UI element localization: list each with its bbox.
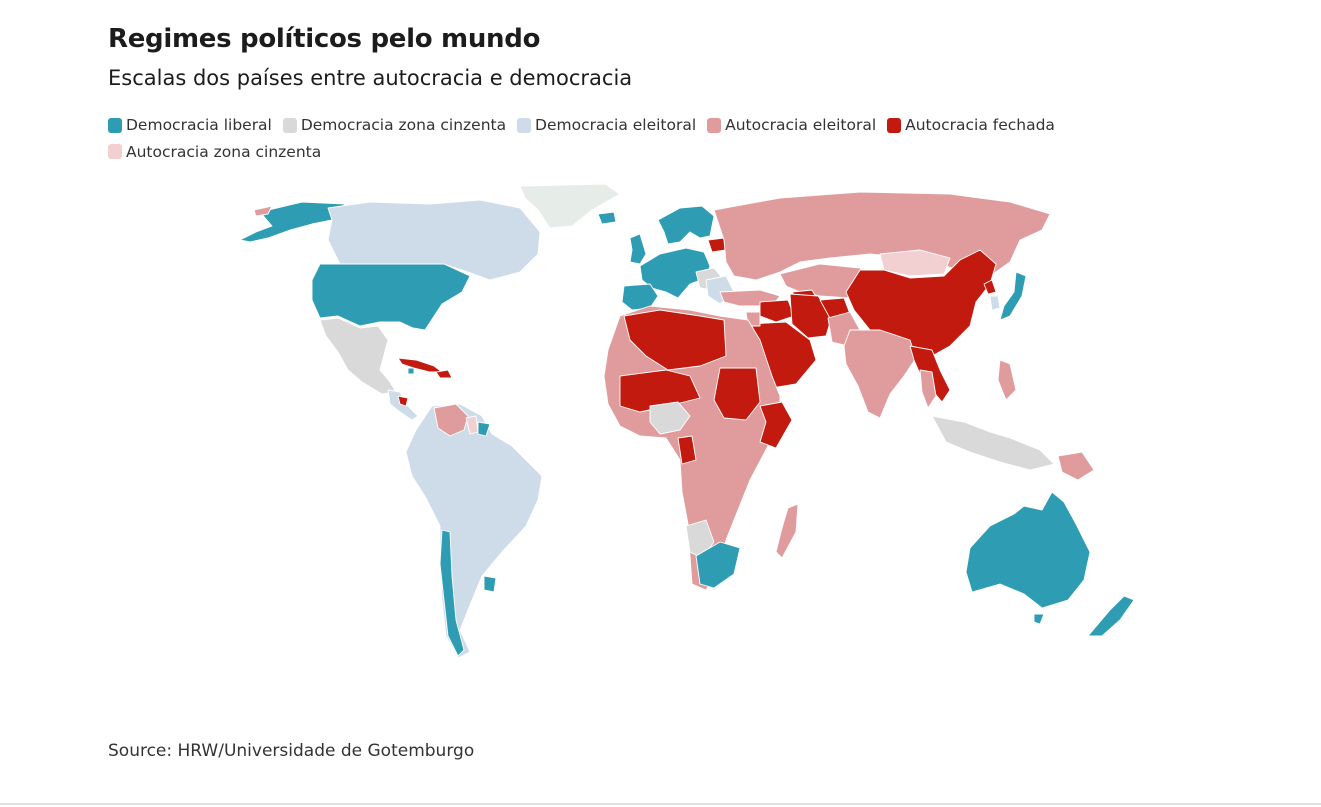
- region-hispaniola[interactable]: [435, 369, 453, 379]
- region-canada[interactable]: [327, 199, 541, 281]
- legend-label: Democracia zona cinzenta: [300, 116, 507, 134]
- legend-item-democracia-liberal: Democracia liberal: [108, 113, 272, 137]
- legend-label: Autocracia zona cinzenta: [126, 142, 322, 161]
- source-note: Source: HRW/Universidade de Gotemburgo: [108, 741, 475, 761]
- region-thailand[interactable]: [919, 369, 937, 409]
- legend-swatch: [707, 117, 722, 133]
- region-usa[interactable]: [311, 263, 471, 331]
- region-cuba[interactable]: [397, 357, 443, 373]
- legend-item-autocracia-eleitoral: Autocracia eleitoral: [707, 113, 876, 137]
- region-belarus[interactable]: [707, 237, 727, 253]
- region-south-america[interactable]: [405, 403, 543, 659]
- region-iceland[interactable]: [597, 211, 617, 225]
- region-venezuela[interactable]: [433, 403, 469, 437]
- legend: Democracia liberal Democracia zona cinze…: [108, 113, 1068, 166]
- region-madagascar[interactable]: [775, 503, 799, 559]
- region-scandinavia[interactable]: [657, 205, 715, 245]
- chart-title: Regimes políticos pelo mundo: [108, 24, 541, 54]
- region-caribbean-islet[interactable]: [407, 367, 415, 375]
- legend-item-autocracia-zona-cinzenta: Autocracia zona cinzenta: [108, 140, 321, 164]
- region-japan[interactable]: [999, 271, 1027, 321]
- region-new-zealand[interactable]: [1087, 595, 1135, 637]
- legend-swatch: [517, 117, 532, 133]
- region-algeria-libya[interactable]: [623, 309, 727, 371]
- legend-label: Democracia eleitoral: [535, 116, 697, 134]
- region-tasmania[interactable]: [1033, 613, 1045, 625]
- world-map: [239, 183, 1135, 659]
- region-chile[interactable]: [439, 529, 465, 657]
- region-russia[interactable]: [713, 191, 1051, 281]
- divider: [0, 803, 1321, 805]
- legend-label: Democracia liberal: [126, 116, 272, 134]
- region-west-africa-grey[interactable]: [649, 401, 691, 435]
- region-sudan[interactable]: [713, 367, 761, 421]
- region-syria-iraq[interactable]: [759, 299, 795, 323]
- region-central-africa-red[interactable]: [677, 435, 697, 465]
- region-sahel[interactable]: [619, 369, 701, 413]
- chart-subtitle: Escalas dos países entre autocracia e de…: [108, 66, 633, 90]
- region-north-korea[interactable]: [983, 279, 997, 295]
- region-philippines[interactable]: [997, 359, 1017, 401]
- legend-item-democracia-eleitoral: Democracia eleitoral: [517, 113, 696, 137]
- region-papua[interactable]: [1057, 451, 1095, 481]
- region-mexico[interactable]: [319, 317, 397, 395]
- legend-item-autocracia-fechada: Autocracia fechada: [887, 113, 1055, 137]
- legend-swatch: [108, 117, 122, 133]
- region-india[interactable]: [843, 329, 917, 419]
- region-south-africa[interactable]: [695, 541, 741, 589]
- legend-item-democracia-zona-cinzenta: Democracia zona cinzenta: [282, 113, 507, 137]
- region-uk[interactable]: [629, 233, 647, 265]
- region-indonesia[interactable]: [931, 415, 1055, 471]
- region-nicaragua[interactable]: [397, 395, 409, 407]
- region-chukotka-west[interactable]: [253, 205, 273, 217]
- region-australia[interactable]: [965, 491, 1091, 609]
- region-uruguay[interactable]: [483, 575, 497, 593]
- region-iran[interactable]: [789, 293, 833, 339]
- legend-label: Autocracia eleitoral: [725, 116, 877, 134]
- region-south-korea[interactable]: [989, 295, 1001, 311]
- region-suriname[interactable]: [477, 421, 491, 437]
- region-greenland[interactable]: [519, 183, 621, 229]
- legend-swatch: [108, 144, 122, 159]
- legend-label: Autocracia fechada: [905, 116, 1055, 134]
- legend-swatch: [887, 117, 902, 133]
- region-china[interactable]: [845, 249, 997, 357]
- legend-swatch: [282, 117, 297, 133]
- region-horn[interactable]: [759, 401, 793, 449]
